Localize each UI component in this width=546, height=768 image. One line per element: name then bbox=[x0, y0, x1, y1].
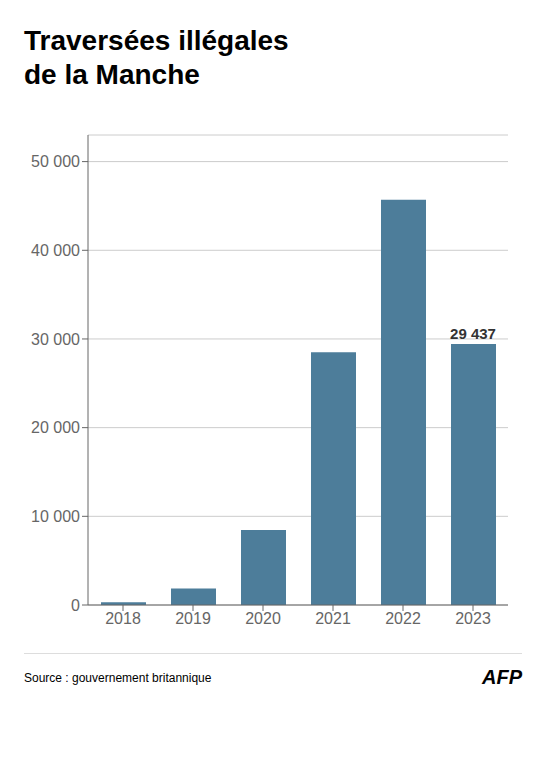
svg-text:10 000: 10 000 bbox=[31, 508, 80, 525]
svg-text:2019: 2019 bbox=[175, 611, 211, 628]
svg-text:20 000: 20 000 bbox=[31, 420, 80, 437]
svg-text:40 000: 40 000 bbox=[31, 242, 80, 259]
html-text:Source : gouvernement britanni: Source : gouvernement britannique bbox=[24, 670, 212, 685]
html-text:AFP: AFP bbox=[482, 666, 522, 689]
svg-text:2020: 2020 bbox=[245, 611, 281, 628]
html-text:Traversées illégales de la Man: Traversées illégales de la Manche bbox=[24, 25, 289, 90]
svg-text:29 437: 29 437 bbox=[450, 325, 496, 342]
svg-text:30 000: 30 000 bbox=[31, 331, 80, 348]
svg-text:2022: 2022 bbox=[385, 611, 421, 628]
svg-text:50 000: 50 000 bbox=[31, 153, 80, 170]
svg-text:2018: 2018 bbox=[105, 611, 141, 628]
svg-text:2021: 2021 bbox=[315, 611, 351, 628]
svg-text:0: 0 bbox=[71, 597, 80, 614]
svg-text:2023: 2023 bbox=[455, 611, 491, 628]
